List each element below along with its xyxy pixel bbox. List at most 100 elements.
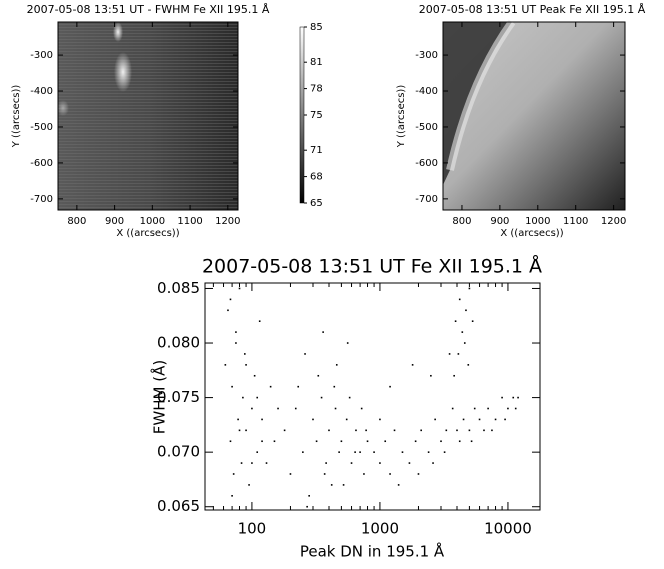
scatter-point	[463, 342, 466, 344]
x-tick-label: 1100	[563, 216, 588, 227]
x-tick-label: 1200	[215, 216, 240, 227]
scatter-point	[333, 385, 336, 388]
y-tick-label: -400	[415, 86, 438, 97]
scatter-point	[360, 407, 363, 410]
y-tick-label: 0.070	[157, 443, 200, 461]
scatter-point	[345, 418, 348, 421]
y-tick-label: -500	[30, 122, 53, 133]
scatter-point	[491, 429, 493, 432]
scatter-point	[261, 418, 263, 421]
x-tick-label: 10000	[484, 520, 532, 538]
scatter-point	[517, 396, 519, 399]
scatter-point	[471, 320, 474, 322]
colorbar-tick-label: 85	[310, 22, 323, 33]
scatter-point	[501, 396, 503, 399]
scatter-point	[269, 385, 272, 388]
scatter-point	[379, 418, 381, 421]
scatter-point	[308, 495, 310, 497]
scatter-point	[355, 429, 357, 432]
colorbar	[299, 26, 305, 204]
bright-feature	[57, 100, 69, 116]
scatter-point	[445, 429, 448, 432]
scatter-point	[478, 418, 481, 421]
scatter-point	[393, 429, 396, 432]
x-tick-label: 1000	[525, 216, 550, 227]
dark-region	[443, 22, 512, 185]
scatter-point	[302, 451, 304, 453]
chart-title: 2007-05-08 13:51 UT Fe XII 195.1 Å	[202, 255, 542, 278]
scatter-point	[315, 440, 318, 443]
x-tick-label: 800	[452, 216, 471, 227]
y-axis-label: Y ((arcsecs))	[396, 85, 407, 149]
x-tick-label: 100	[238, 520, 267, 538]
x-tick-label: 1100	[177, 216, 202, 227]
scatter-point	[473, 407, 476, 410]
scatter-point	[229, 298, 232, 301]
scatter-point	[350, 462, 353, 464]
scatter-point	[232, 473, 235, 475]
scatter-point	[289, 473, 292, 475]
scatter-point	[244, 353, 246, 355]
scatter-point	[504, 418, 506, 421]
x-axis-label: X ((arcsecs))	[500, 228, 563, 239]
image-streaks	[58, 22, 238, 210]
image-map	[57, 22, 238, 210]
scatter-point	[359, 451, 361, 453]
x-tick-label: 900	[490, 216, 509, 227]
scatter-point	[322, 331, 324, 333]
scatter-point	[256, 451, 259, 453]
scatter-point	[384, 440, 387, 443]
scatter-point	[451, 407, 454, 410]
scatter-point	[335, 364, 338, 366]
bright-feature	[113, 22, 123, 42]
scatter-point	[340, 440, 343, 443]
scatter-point	[453, 374, 455, 377]
scatter-point	[312, 418, 314, 421]
scatter-point	[242, 396, 244, 399]
image-map	[443, 19, 625, 210]
scatter-point	[238, 429, 241, 432]
scatter-point	[261, 440, 263, 443]
scatter-point	[457, 353, 460, 355]
scatter-point	[334, 407, 337, 410]
scatter-point	[245, 429, 247, 432]
scatter-point	[304, 353, 306, 355]
scatter-point	[273, 440, 276, 443]
scatter-point	[320, 396, 323, 399]
scatter-point	[440, 440, 442, 443]
y-tick-label: 0.080	[157, 334, 200, 352]
x-tick-label: 1200	[601, 216, 626, 227]
scatter-point	[494, 418, 497, 421]
scatter-point	[297, 385, 300, 388]
scatter-point	[317, 374, 320, 377]
scatter-point	[348, 396, 351, 399]
scatter-point	[245, 364, 247, 366]
y-tick-label: -500	[415, 122, 438, 133]
colorbar-tick-label: 78	[310, 84, 323, 95]
scatter-point	[448, 353, 451, 355]
scatter-point	[224, 364, 227, 366]
scatter-point	[430, 374, 432, 377]
scatter-point	[306, 505, 308, 508]
limb-glow	[446, 19, 516, 171]
scatter-point	[514, 407, 517, 410]
scatter-point	[258, 320, 261, 322]
scatter-point	[467, 364, 470, 366]
y-tick-label: 0.085	[157, 279, 200, 297]
chart-title: 2007-05-08 13:51 UT Peak Fe XII 195.1 Å	[419, 3, 646, 16]
scatter-point	[323, 473, 326, 475]
plot-frame	[204, 282, 541, 511]
y-axis-label: FWHM (Å)	[150, 360, 169, 434]
scatter-point	[238, 287, 241, 290]
y-tick-label: -600	[30, 158, 53, 169]
scatter-point	[330, 484, 333, 486]
scatter-point	[512, 396, 515, 399]
scatter-point	[235, 342, 237, 344]
scatter-point	[470, 440, 473, 443]
scatter-point	[401, 451, 404, 453]
x-tick-label: 1000	[361, 520, 399, 538]
scatter-point	[454, 320, 457, 322]
scatter-point	[443, 451, 446, 453]
scatter-point	[231, 495, 233, 497]
scatter-point	[414, 440, 417, 443]
